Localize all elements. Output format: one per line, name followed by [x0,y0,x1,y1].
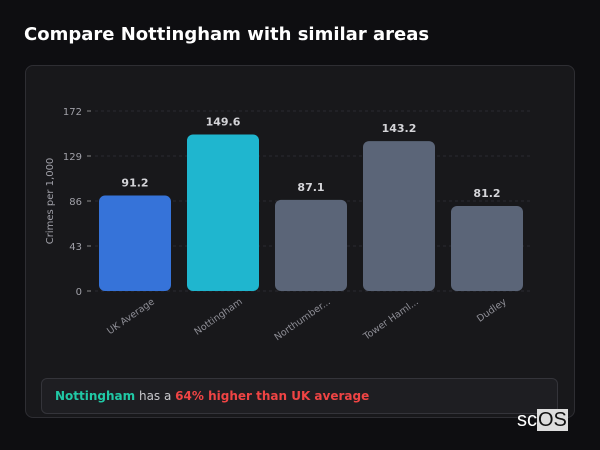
bar [275,199,347,291]
bar-value-label: 91.2 [121,177,148,190]
x-tick-label: Tower Haml... [361,296,421,343]
y-axis-label: Crimes per 1,000 [45,158,56,245]
area-name: Nottingham [55,389,136,403]
y-tick-label: 172 [63,107,82,118]
comparison-value: 64% higher than UK average [175,389,370,403]
page-title: Compare Nottingham with similar areas [24,24,430,45]
bar-value-label: 149.6 [206,115,241,128]
bar [187,134,259,291]
bar [363,141,435,291]
bar-value-label: 81.2 [473,187,500,200]
bar-value-label: 87.1 [297,181,324,194]
comparison-note: Nottingham has a 64% higher than UK aver… [41,378,558,414]
note-text: has a [135,389,176,403]
bar-value-label: 143.2 [382,122,417,135]
y-tick-label: 86 [69,197,82,208]
logo: scOS [517,409,568,431]
x-tick-label: UK Average [105,296,157,337]
y-tick-label: 0 [76,287,82,298]
x-tick-label: Nottingham [192,296,244,337]
y-tick-label: 129 [63,152,82,163]
bar [451,206,523,291]
bar [99,195,171,291]
x-tick-label: Northumber... [272,296,332,343]
x-tick-label: Dudley [475,296,509,324]
y-tick-label: 43 [69,242,82,253]
